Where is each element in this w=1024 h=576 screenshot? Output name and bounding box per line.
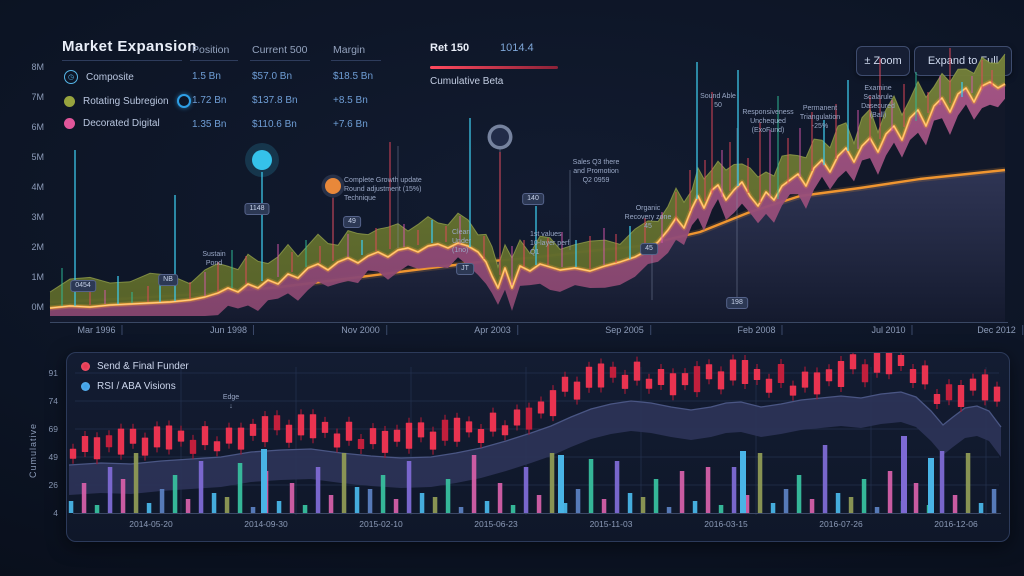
y-tick: 74 <box>48 396 58 406</box>
bottom-legend-item-rsi[interactable]: RSI / ABA Visions <box>81 381 176 392</box>
zoom-button[interactable]: ± Zoom <box>856 46 910 76</box>
bottom-chart-y-label: Cumulative <box>28 422 38 478</box>
top-chart-y-axis: 8M 7M 6M 5M 4M 3M 2M 1M 0M <box>4 0 44 340</box>
y-tick: 26 <box>48 480 58 490</box>
cumulative-gain-panel: Send & Final Funder RSI / ABA Visions 20… <box>66 352 1010 542</box>
ret-subtitle: Cumulative Beta <box>430 76 504 87</box>
title-underline <box>62 60 182 61</box>
x-tick: 2016-07-26 <box>819 519 863 529</box>
legend-label: Rotating Subregion <box>83 95 169 107</box>
stat-value: $137.8 Bn <box>252 95 298 106</box>
legend-item-rotating-subregion[interactable]: Rotating Subregion <box>64 94 191 108</box>
bottom-legend-label: RSI / ABA Visions <box>97 381 176 392</box>
x-tick: 2014-09-30 <box>244 519 288 529</box>
cumulative-gain-chart <box>68 353 1002 515</box>
ret-value: 1014.4 <box>500 42 534 54</box>
x-tick: Apr 2003 <box>474 325 518 335</box>
y-tick: 4 <box>53 508 58 518</box>
x-tick: 2015-11-03 <box>589 519 633 529</box>
x-tick: Sep 2005 <box>605 325 651 335</box>
red-dot-icon <box>81 362 90 371</box>
bottom-chart-x-axis: 2014-05-20 2014-09-30 2015-02-10 2015-06-23… <box>67 353 1009 541</box>
y-tick: 69 <box>48 424 58 434</box>
y-tick: 3M <box>31 212 44 222</box>
ret-underline <box>430 66 558 69</box>
y-tick: 91 <box>48 368 58 378</box>
y-tick: 5M <box>31 152 44 162</box>
legend-item-decorated-digital[interactable]: Decorated Digital <box>64 118 160 129</box>
y-tick: 0M <box>31 302 44 312</box>
x-tick: 2014-05-20 <box>129 519 173 529</box>
stat-value: $110.6 Bn <box>252 119 297 130</box>
y-tick: 49 <box>48 452 58 462</box>
bottom-legend-label: Send & Final Funder <box>97 361 189 372</box>
top-chart-x-axis: Mar 1996 Jun 1998 Nov 2000 Apr 2003 Sep 2005… <box>0 0 1024 340</box>
stat-value: $18.5 Bn <box>333 71 374 82</box>
y-tick: 2M <box>31 242 44 252</box>
x-tick: 2016-03-15 <box>704 519 748 529</box>
y-tick: 7M <box>31 92 44 102</box>
column-header-margin: Margin <box>333 44 366 56</box>
column-header-position: Position <box>192 44 230 56</box>
stat-value: +8.5 Bn <box>333 95 368 106</box>
y-tick: 1M <box>31 272 44 282</box>
legend-label: Decorated Digital <box>83 118 160 129</box>
olive-dot-icon <box>64 95 75 107</box>
x-tick: Dec 2012 <box>977 325 1023 335</box>
x-tick: 2015-06-23 <box>474 519 518 529</box>
y-tick: 8M <box>31 62 44 72</box>
col-underline <box>331 60 381 61</box>
legend-item-composite[interactable]: ◷ Composite <box>64 70 134 84</box>
x-tick: Mar 1996 <box>77 325 122 335</box>
x-tick: Jul 2010 <box>871 325 912 335</box>
col-underline <box>250 60 310 61</box>
bottom-legend-item-funder[interactable]: Send & Final Funder <box>81 361 189 372</box>
stat-value: 1.72 Bn <box>192 95 227 106</box>
market-expansion-chart <box>49 48 1008 323</box>
x-tick: Feb 2008 <box>737 325 782 335</box>
stat-value: +7.6 Bn <box>333 119 368 130</box>
page-title: Market Expansion <box>62 38 197 55</box>
legend-label: Composite <box>86 71 134 83</box>
ret-label: Ret 150 <box>430 42 470 54</box>
stat-value: 1.5 Bn <box>192 71 221 82</box>
col-underline <box>190 60 238 61</box>
clock-icon: ◷ <box>64 70 78 84</box>
pink-dot-icon <box>64 118 75 129</box>
column-header-current: Current 500 <box>252 44 308 56</box>
x-tick: Jun 1998 <box>210 325 254 335</box>
x-tick: 2015-02-10 <box>359 519 403 529</box>
x-tick: Nov 2000 <box>341 325 387 335</box>
radio-ring-icon[interactable] <box>176 94 191 108</box>
blue-dot-icon <box>81 382 90 391</box>
x-tick: 2016-12-06 <box>934 519 978 529</box>
stat-value: 1.35 Bn <box>192 119 227 130</box>
y-tick: 6M <box>31 122 44 132</box>
stat-value: $57.0 Bn <box>252 71 293 82</box>
y-tick: 4M <box>31 182 44 192</box>
